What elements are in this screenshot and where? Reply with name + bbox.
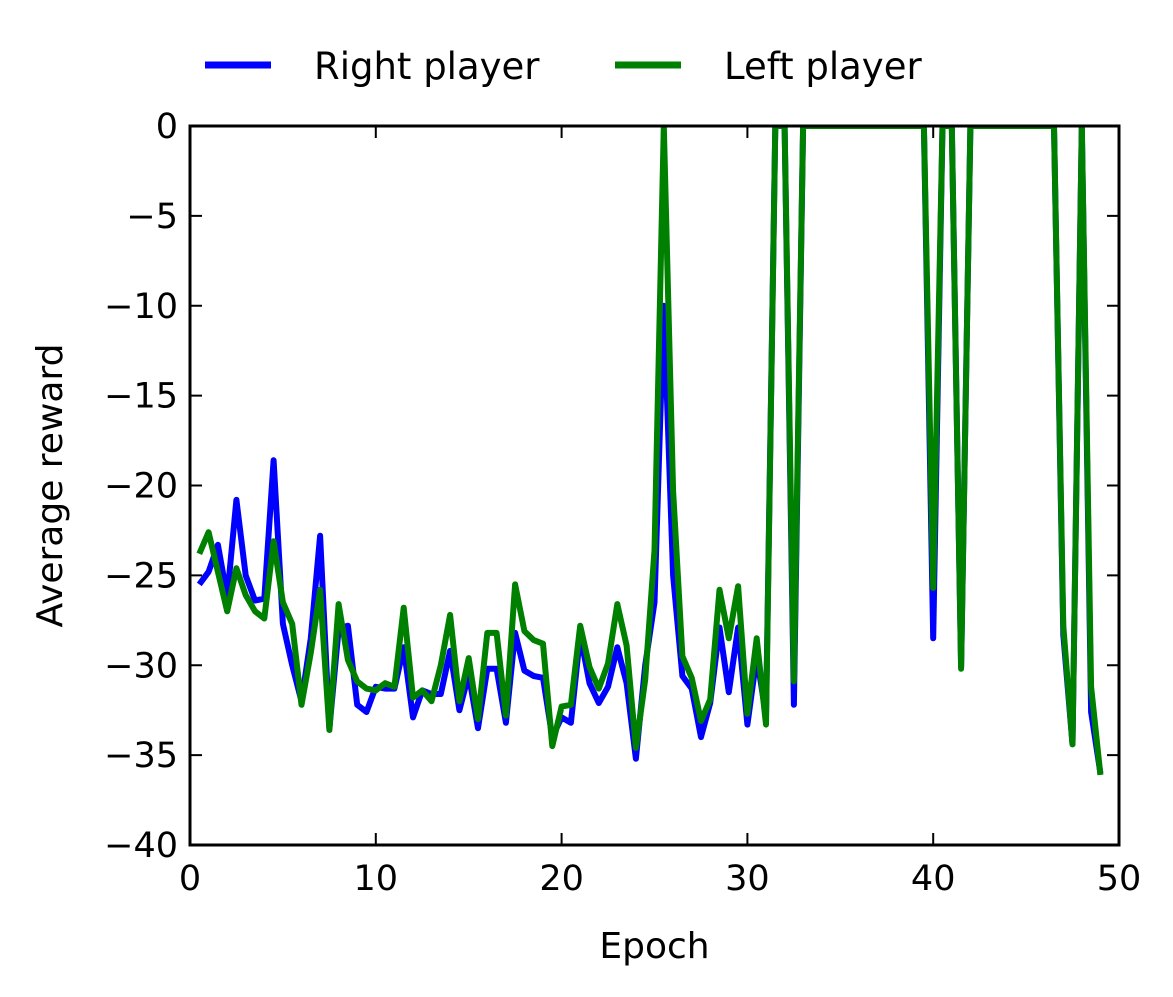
series-line-left-player <box>196 126 1104 776</box>
x-tick-label: 10 <box>354 859 399 899</box>
x-tick-label: 40 <box>911 859 956 899</box>
x-tick-label: 50 <box>1097 859 1142 899</box>
y-tick-label: −30 <box>104 646 178 686</box>
legend-entry-right-player: Right player <box>205 45 540 88</box>
legend: Right player Left player <box>205 45 922 88</box>
y-tick-label: −35 <box>104 736 178 776</box>
x-tick-label: 30 <box>725 859 770 899</box>
legend-label: Left player <box>724 45 922 88</box>
ticks-layer: 0 10 20 30 40 50 0 −5 −10 −15 −20 −25 −30 −35 −40 <box>104 107 1141 899</box>
x-tick-label: 20 <box>539 859 584 899</box>
y-tick-label: −10 <box>104 287 178 327</box>
y-tick-label: −40 <box>104 826 178 866</box>
y-tick-label: −20 <box>104 467 178 507</box>
legend-label: Right player <box>314 45 540 88</box>
plot-frame <box>188 124 1121 847</box>
x-axis-title: Epoch <box>599 926 709 967</box>
y-axis-title: Average reward <box>30 344 71 628</box>
y-tick-label: −25 <box>104 556 178 596</box>
y-tick-label: 0 <box>156 107 178 147</box>
y-tick-label: −5 <box>126 197 178 237</box>
legend-entry-left-player: Left player <box>615 45 922 88</box>
series-layer <box>196 126 1104 776</box>
x-tick-label: 0 <box>179 859 201 899</box>
y-tick-label: −15 <box>104 377 178 417</box>
